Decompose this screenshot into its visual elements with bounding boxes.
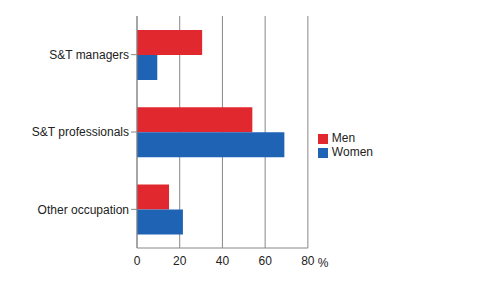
svg-text:S&T professionals: S&T professionals (32, 125, 129, 139)
svg-text:60: 60 (258, 254, 272, 268)
svg-text:S&T managers: S&T managers (49, 48, 129, 62)
svg-text:%: % (318, 256, 329, 270)
svg-text:80: 80 (301, 254, 315, 268)
html-text:Men: Men (331, 131, 356, 145)
svg-text:20: 20 (173, 254, 187, 268)
svg-text:Other occupation: Other occupation (38, 203, 129, 217)
svg-text:0: 0 (134, 254, 141, 268)
html-text:Women: Women (331, 145, 373, 159)
svg-text:40: 40 (216, 254, 230, 268)
